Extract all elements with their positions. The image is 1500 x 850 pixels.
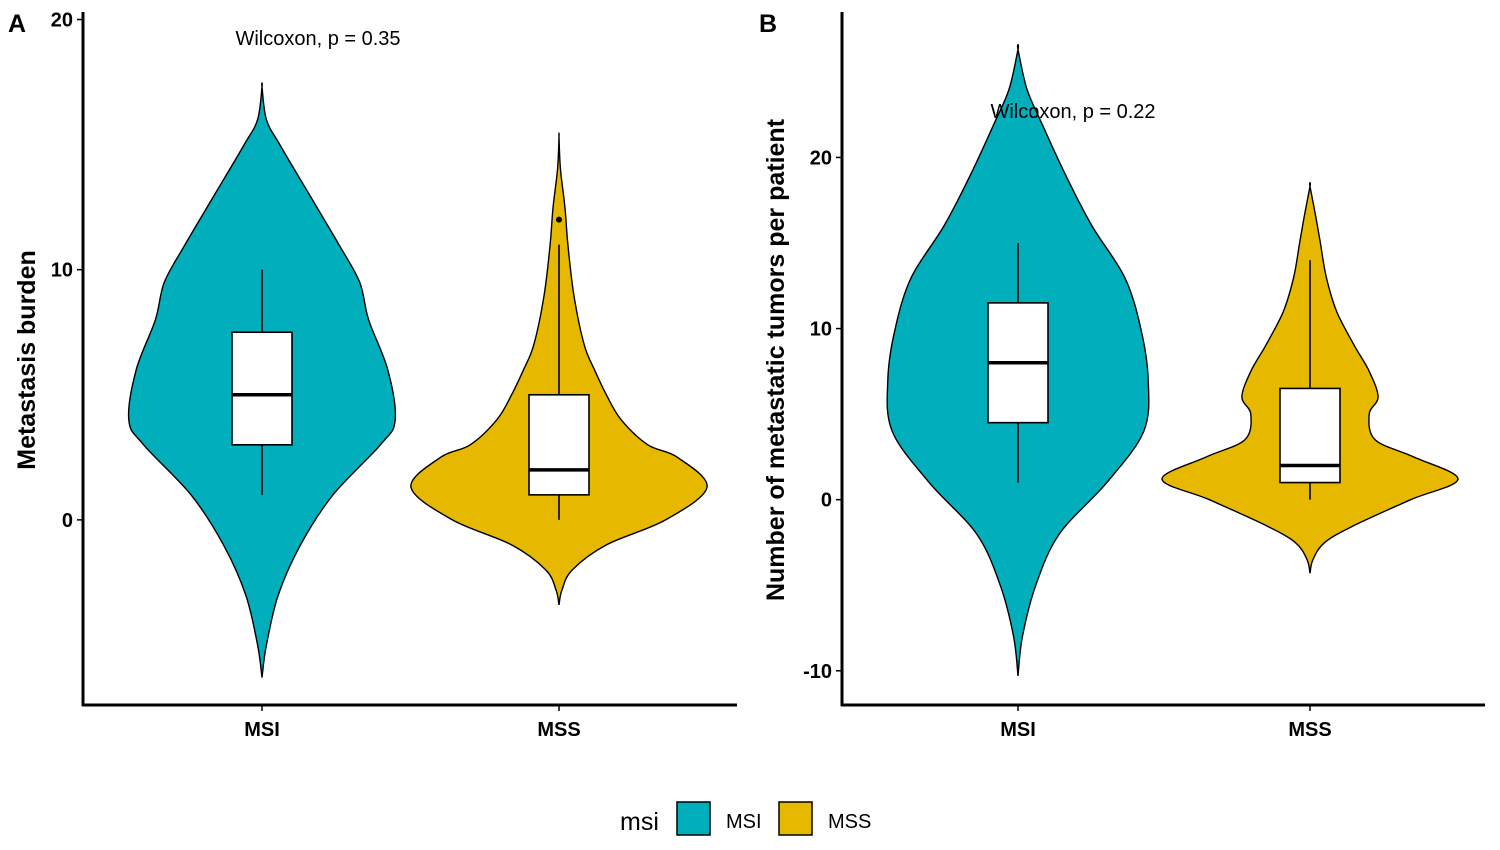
panel-a-letter: A [8,10,26,38]
panel-a-y-tick-label-10: 10 [51,260,73,282]
legend-label-mss: MSS [828,811,871,833]
legend-label-msi: MSI [726,811,762,833]
panel-b-y-axis-title: Number of metastatic tumors per patient [762,118,790,601]
panel-a-outlier-mss-0 [556,216,562,223]
panel-a-marks [127,82,708,678]
panel-b-wilcoxon-annotation: Wilcoxon, p = 0.22 [990,101,1155,123]
panel-a-wilcoxon-annotation: Wilcoxon, p = 0.35 [235,28,400,50]
panel-a: A MSI MSS 0 10 20 Wilcoxon, p = 0.35 Metasta… [8,10,737,741]
panel-a-box-mss [528,393,590,496]
panel-a-y-tick-label-20: 20 [51,10,73,32]
panel-a-axis: MSI MSS 0 10 20 [51,10,581,741]
panel-b: B MSI MSS -10 0 10 20 Wilcoxon, p = 0.22 Numb… [759,10,1485,741]
panel-a-x-tick-label-mss: MSS [537,719,580,741]
legend-title: msi [620,808,659,836]
legend-key-mss [778,801,813,836]
panel-b-x-tick-label-msi: MSI [1000,719,1036,741]
panel-b-y-tick-label--10: -10 [803,661,832,683]
panel-b-letter: B [759,10,777,38]
panel-b-y-tick-label-0: 0 [821,490,832,512]
panel-b-axis: MSI MSS -10 0 10 20 [803,147,1332,741]
panel-b-y-tick-label-20: 20 [810,147,832,169]
panel-a-box-msi [231,331,293,446]
panel-b-marks [886,44,1459,676]
panel-b-y-tick-label-10: 10 [810,319,832,341]
panel-a-x-tick-label-msi: MSI [244,719,280,741]
legend-key-msi [676,801,711,836]
panel-b-box-mss [1279,387,1341,484]
panel-a-y-tick-label-0: 0 [62,510,73,532]
panel-a-y-axis-title: Metastasis burden [13,250,41,470]
panel-b-x-tick-label-mss: MSS [1288,719,1331,741]
legend: msi MSI MSS [620,801,871,836]
